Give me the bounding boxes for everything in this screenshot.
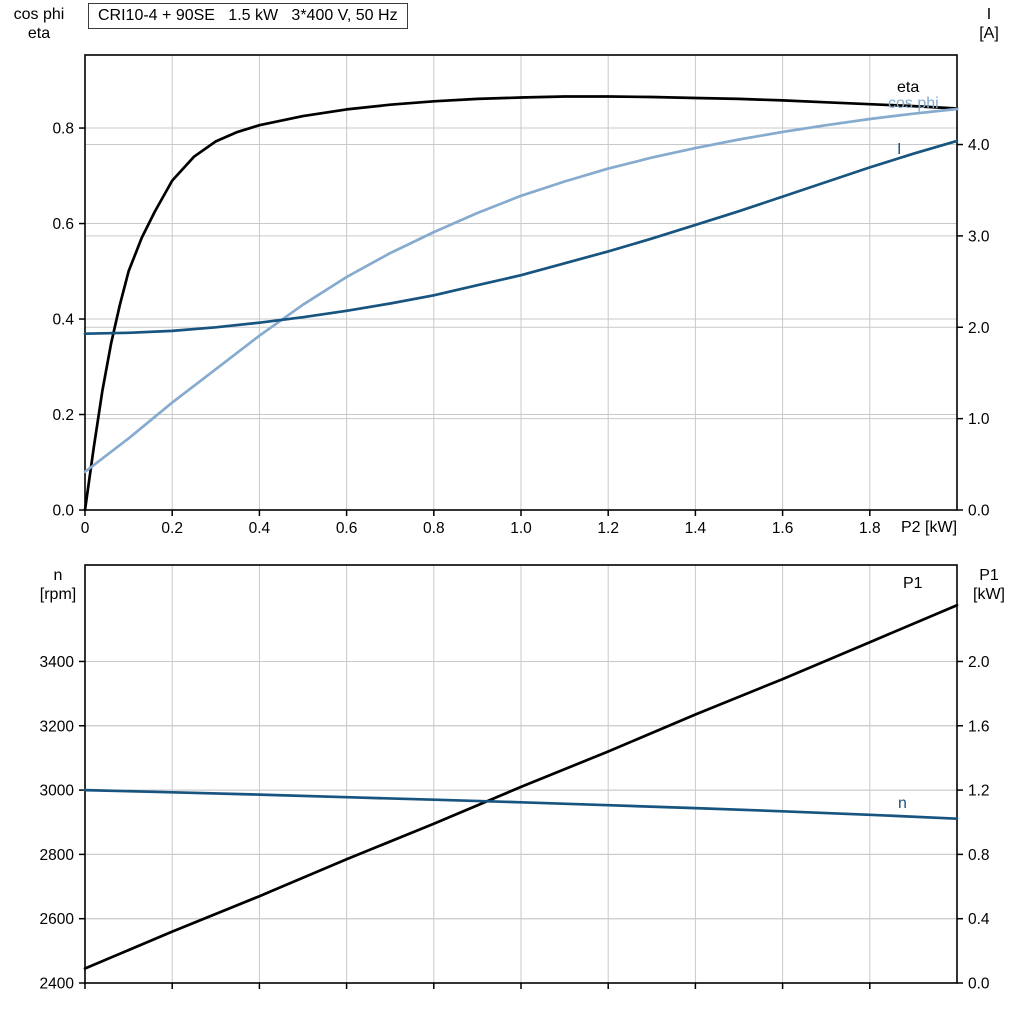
- y-left-tick-label: 0.6: [52, 216, 74, 233]
- rpm-unit-label: [rpm]: [39, 586, 77, 603]
- p1-axis-label: P1: [979, 567, 999, 584]
- bottom-right-axis-title: P1 [kW]: [958, 566, 1020, 604]
- p1-curve: [83, 603, 959, 970]
- kw-unit-label: [kW]: [973, 586, 1005, 603]
- x-tick-label: 1.0: [510, 520, 532, 537]
- y-left-tick-label: 2400: [40, 976, 75, 993]
- y-right-tick-label: 2.0: [968, 654, 990, 671]
- eta-curve: [83, 95, 959, 512]
- cos-phi-curve-label: cos phi: [888, 95, 939, 112]
- x-tick-label: 0.4: [249, 520, 271, 537]
- current-curve-label: I: [897, 141, 902, 158]
- eta-axis-label: eta: [27, 25, 51, 42]
- top-left-axis-title: cos phi eta: [4, 5, 74, 43]
- cos_phi-curve: [83, 107, 959, 474]
- y-left-tick-label: 0.2: [52, 407, 74, 424]
- y-right-tick-label: 0.0: [968, 976, 990, 993]
- n-curve-label: n: [898, 795, 907, 812]
- y-right-tick-label: 1.2: [968, 783, 990, 800]
- current-curve: [83, 139, 959, 336]
- y-left-tick-label: 0.0: [52, 503, 74, 520]
- x-tick-label: 1.4: [685, 520, 707, 537]
- eta-curve-label: eta: [897, 79, 920, 96]
- y-right-tick-label: 4.0: [968, 137, 990, 154]
- x-tick-label: 0.8: [423, 520, 445, 537]
- y-left-tick-label: 0.8: [52, 121, 74, 138]
- x-tick-label: 0: [81, 520, 90, 537]
- y-left-tick-label: 2600: [40, 911, 75, 928]
- speed-axis-label: n: [53, 567, 63, 584]
- p1-curve-label: P1: [903, 575, 923, 592]
- x-tick-label: 1.2: [597, 520, 619, 537]
- y-right-tick-label: 1.6: [968, 718, 990, 735]
- current-axis-label: I: [986, 6, 992, 23]
- ampere-unit-label: [A]: [979, 25, 999, 42]
- x-tick-label: 1.8: [859, 520, 881, 537]
- y-right-tick-label: 1.0: [968, 411, 990, 428]
- y-right-tick-label: 0.0: [968, 503, 990, 520]
- speed-curve: [83, 788, 959, 821]
- x-tick-label: 0.6: [336, 520, 358, 537]
- y-left-tick-label: 2800: [40, 847, 75, 864]
- y-left-tick-label: 3400: [40, 654, 75, 671]
- y-left-tick-label: 3000: [40, 783, 75, 800]
- bottom-left-axis-title: n [rpm]: [26, 566, 90, 604]
- y-left-tick-label: 3200: [40, 718, 75, 735]
- x-tick-label: 1.6: [772, 520, 794, 537]
- top-right-axis-title: I [A]: [958, 5, 1020, 43]
- x-axis-end-label: P2 [kW]: [901, 519, 958, 536]
- y-right-tick-label: 2.0: [968, 320, 990, 337]
- y-right-tick-label: 3.0: [968, 228, 990, 245]
- cos-phi-axis-label: cos phi: [13, 6, 65, 23]
- y-right-tick-label: 0.4: [968, 911, 990, 928]
- y-right-tick-label: 0.8: [968, 847, 990, 864]
- y-left-tick-label: 0.4: [52, 312, 74, 329]
- chart-title: CRI10-4 + 90SE 1.5 kW 3*400 V, 50 Hz: [88, 3, 408, 29]
- x-tick-label: 0.2: [161, 520, 183, 537]
